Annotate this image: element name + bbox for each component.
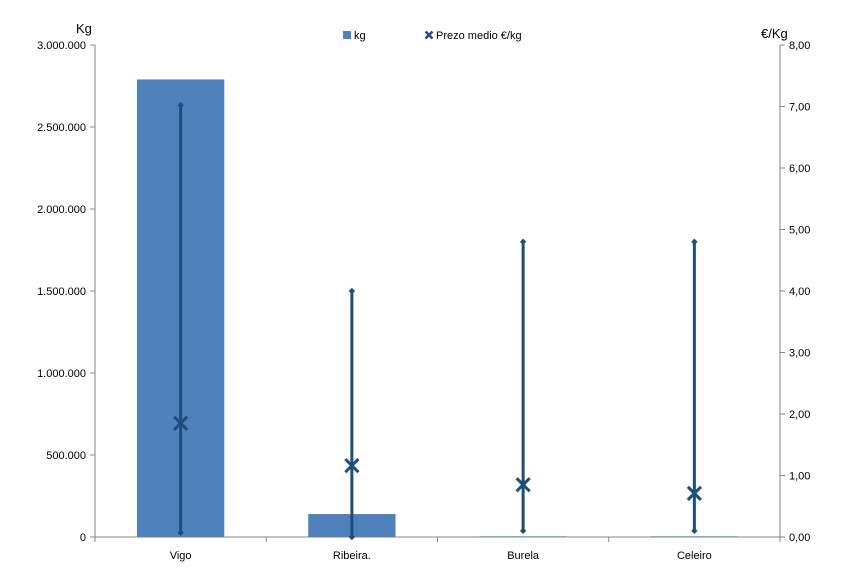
range-endpoint-marker	[691, 238, 698, 245]
x-tick-label: Celeiro	[677, 550, 712, 562]
x-axis-ticks: Vigo Ribeira. Burela Celeiro	[94, 537, 781, 562]
right-tick-label: 6,00	[789, 163, 810, 175]
legend-price-marker	[424, 30, 434, 40]
left-tick-label: 3.000.000	[37, 40, 86, 52]
legend-price-label: Prezo medio €/kg	[436, 30, 522, 42]
legend-kg-label: kg	[354, 30, 366, 42]
marker-stroke	[344, 458, 360, 474]
left-tick-label: 1.500.000	[37, 286, 86, 298]
range-endpoint-marker	[519, 238, 527, 245]
left-tick-label: 0	[80, 532, 86, 544]
range-endpoint-marker	[348, 533, 356, 541]
range-endpoint-marker	[177, 102, 184, 109]
price-range-group	[344, 287, 360, 541]
marker-stroke	[686, 485, 702, 501]
range-endpoint-marker	[348, 287, 356, 295]
right-tick-label: 5,00	[789, 225, 810, 237]
price-range-group	[686, 238, 702, 535]
left-tick-label: 500.000	[46, 450, 86, 462]
left-axis-unit: Kg	[76, 21, 92, 36]
legend-kg-swatch	[343, 31, 351, 39]
legend: kg Prezo medio €/kg	[343, 30, 522, 42]
left-axis-ticks: 0 500.000 1.000.000 1.500.000 2.000.000 2.500…	[37, 40, 95, 544]
right-axis-ticks: 0,00 1,00 2,00 3,00 4,00 5,00 6,00 7,00 8,00	[780, 40, 810, 544]
right-tick-label: 8,00	[789, 40, 810, 52]
right-axis-unit: €/Kg	[761, 26, 788, 41]
price-range-group	[173, 102, 189, 536]
range-endpoint-marker	[177, 529, 184, 536]
right-tick-label: 7,00	[789, 102, 810, 114]
left-tick-label: 2.500.000	[37, 122, 86, 134]
price-range-lines	[173, 102, 702, 541]
bar-kg	[479, 536, 567, 538]
right-axis: €/Kg 0,00 1,00 2,00 3,00 4,00 5,00 6,00 7,00 8,0…	[761, 26, 810, 544]
price-average-marker	[686, 485, 702, 501]
range-endpoint-marker	[691, 527, 698, 535]
x-tick-label: Vigo	[170, 550, 192, 562]
price-average-marker	[173, 415, 189, 431]
right-tick-label: 1,00	[789, 471, 810, 483]
range-endpoint-marker	[519, 527, 527, 535]
marker-stroke	[424, 30, 434, 40]
bar-kg	[650, 536, 739, 538]
left-tick-label: 1.000.000	[37, 368, 86, 380]
left-tick-label: 2.000.000	[37, 204, 86, 216]
right-tick-label: 0,00	[789, 532, 810, 544]
left-axis: Kg 0 500.000 1.000.000 1.500.000 2.000.000 2.…	[37, 21, 96, 544]
x-tick-label: Burela	[507, 550, 540, 562]
price-range-group	[515, 238, 531, 535]
x-axis: Vigo Ribeira. Burela Celeiro	[94, 536, 781, 562]
price-average-marker	[344, 458, 360, 474]
right-tick-label: 3,00	[789, 348, 810, 360]
right-tick-label: 4,00	[789, 286, 810, 298]
marker-stroke	[173, 415, 189, 431]
x-tick-label: Ribeira.	[333, 550, 371, 562]
kg-bars	[136, 79, 739, 538]
price-average-marker	[515, 477, 531, 493]
right-tick-label: 2,00	[789, 409, 810, 421]
marker-stroke	[515, 477, 531, 493]
